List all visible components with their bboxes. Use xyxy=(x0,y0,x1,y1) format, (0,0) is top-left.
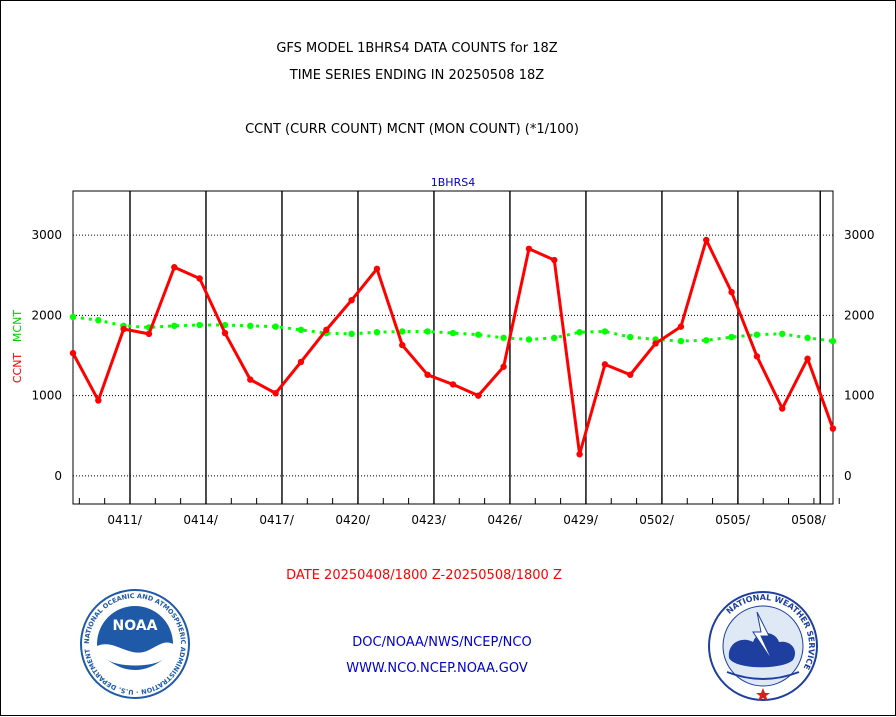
x-tick-label: 0505/ xyxy=(715,513,751,527)
data-point-mcnt xyxy=(475,331,482,338)
y-tick-label-left: 1000 xyxy=(31,389,62,403)
data-point-mcnt xyxy=(804,334,811,342)
data-point-mcnt xyxy=(196,321,203,329)
data-point-mcnt xyxy=(424,328,431,335)
data-point-mcnt xyxy=(95,317,102,324)
chart-title: 1BHRS4 xyxy=(431,176,475,189)
title-line-2: TIME SERIES ENDING IN 20250508 18Z xyxy=(289,68,545,83)
grid xyxy=(73,191,840,504)
data-point-ccnt xyxy=(323,326,330,334)
data-point-ccnt xyxy=(399,341,406,349)
date-range-label: DATE 20250408/1800 Z-20250508/1800 Z xyxy=(286,568,562,583)
data-point-ccnt xyxy=(247,376,254,383)
data-point-ccnt xyxy=(171,264,178,271)
org-line-1[interactable]: DOC/NOAA/NWS/NCEP/NCO xyxy=(352,635,531,650)
x-tick-label: 0423/ xyxy=(411,513,447,527)
data-point-ccnt xyxy=(652,340,659,347)
data-point-ccnt xyxy=(753,353,761,360)
data-point-ccnt xyxy=(779,405,786,412)
data-point-mcnt xyxy=(399,328,406,335)
data-point-ccnt xyxy=(424,371,431,378)
data-point-mcnt xyxy=(348,330,355,338)
data-point-ccnt xyxy=(348,296,355,304)
data-point-ccnt xyxy=(551,256,558,264)
x-axis: 0411/0414/0417/0420/0423/0426/0429/0502/… xyxy=(107,513,826,527)
data-point-ccnt xyxy=(475,392,482,399)
data-point-ccnt xyxy=(677,323,685,330)
x-tick-label: 0420/ xyxy=(335,513,371,527)
data-point-ccnt xyxy=(576,451,583,458)
data-point-mcnt xyxy=(703,337,710,344)
data-point-ccnt xyxy=(829,425,837,432)
noaa-logo: NOAA NATIONAL OCEANIC AND ATMOSPHERIC AD… xyxy=(80,589,190,699)
data-point-ccnt xyxy=(449,381,457,388)
data-point-mcnt xyxy=(551,334,558,342)
x-tick-label: 0429/ xyxy=(563,513,599,527)
data-point-ccnt xyxy=(703,236,710,244)
data-point-mcnt xyxy=(601,328,609,335)
data-point-mcnt xyxy=(500,334,507,342)
data-point-mcnt xyxy=(753,331,761,338)
data-point-ccnt xyxy=(69,349,77,357)
y-axis-label: CCNT MCNT xyxy=(11,310,24,383)
series-ccnt xyxy=(69,236,837,458)
data-point-mcnt xyxy=(297,326,305,334)
x-tick-label: 0508/ xyxy=(791,513,827,527)
x-tick-label: 0502/ xyxy=(639,513,675,527)
data-point-mcnt xyxy=(373,329,381,336)
plot-area: 0 1000 2000 3000 0 1000 2000 3000 0411/0414/04… xyxy=(31,190,875,527)
star-icon xyxy=(756,688,770,701)
data-point-mcnt xyxy=(728,333,735,341)
x-tick-label: 0426/ xyxy=(487,513,523,527)
plot-border xyxy=(72,190,834,505)
y-label-mcnt: MCNT xyxy=(11,310,24,342)
data-point-ccnt xyxy=(525,245,533,252)
y-axis-right: 0 1000 2000 3000 xyxy=(844,228,875,483)
noaa-logo-text: NOAA xyxy=(113,618,158,634)
data-point-mcnt xyxy=(779,330,786,338)
data-point-mcnt xyxy=(171,322,178,330)
data-point-ccnt xyxy=(221,329,229,337)
data-point-mcnt xyxy=(677,337,685,345)
y-tick-label-right: 1000 xyxy=(844,389,875,403)
data-point-ccnt xyxy=(297,358,305,366)
y-tick-label-right: 3000 xyxy=(844,228,875,242)
data-point-ccnt xyxy=(804,355,811,362)
data-point-ccnt xyxy=(145,330,153,338)
y-tick-label-left: 0 xyxy=(54,469,62,483)
title-line-1: GFS MODEL 1BHRS4 DATA COUNTS for 18Z xyxy=(276,41,557,56)
data-point-ccnt xyxy=(196,275,203,282)
data-point-mcnt xyxy=(69,313,77,321)
data-point-mcnt xyxy=(829,337,837,345)
data-point-ccnt xyxy=(627,371,634,378)
data-point-mcnt xyxy=(525,336,533,343)
data-point-mcnt xyxy=(247,322,254,330)
subtitle: CCNT (CURR COUNT) MCNT (MON COUNT) (*1/1… xyxy=(245,122,579,137)
data-point-ccnt xyxy=(728,288,735,296)
data-point-mcnt xyxy=(576,329,583,336)
nws-logo: NATIONAL WEATHER SERVICE xyxy=(708,591,818,701)
y-label-ccnt: CCNT xyxy=(11,353,24,384)
data-point-ccnt xyxy=(272,390,279,397)
org-line-2[interactable]: WWW.NCO.NCEP.NOAA.GOV xyxy=(346,661,528,676)
data-point-ccnt xyxy=(373,265,381,273)
data-point-ccnt xyxy=(601,361,609,368)
data-point-ccnt xyxy=(500,363,507,370)
data-point-mcnt xyxy=(272,323,279,330)
x-tick-label: 0411/ xyxy=(107,513,143,527)
data-point-mcnt xyxy=(449,329,457,337)
x-tick-label: 0417/ xyxy=(259,513,295,527)
data-point-ccnt xyxy=(95,397,102,404)
y-axis-left: 0 1000 2000 3000 xyxy=(31,228,62,483)
y-tick-label-left: 3000 xyxy=(31,228,62,242)
x-tick-label: 0414/ xyxy=(183,513,219,527)
data-point-ccnt xyxy=(120,325,127,333)
y-tick-label-left: 2000 xyxy=(31,308,62,322)
y-tick-label-right: 2000 xyxy=(844,308,875,322)
data-point-mcnt xyxy=(627,333,634,341)
y-tick-label-right: 0 xyxy=(844,469,852,483)
